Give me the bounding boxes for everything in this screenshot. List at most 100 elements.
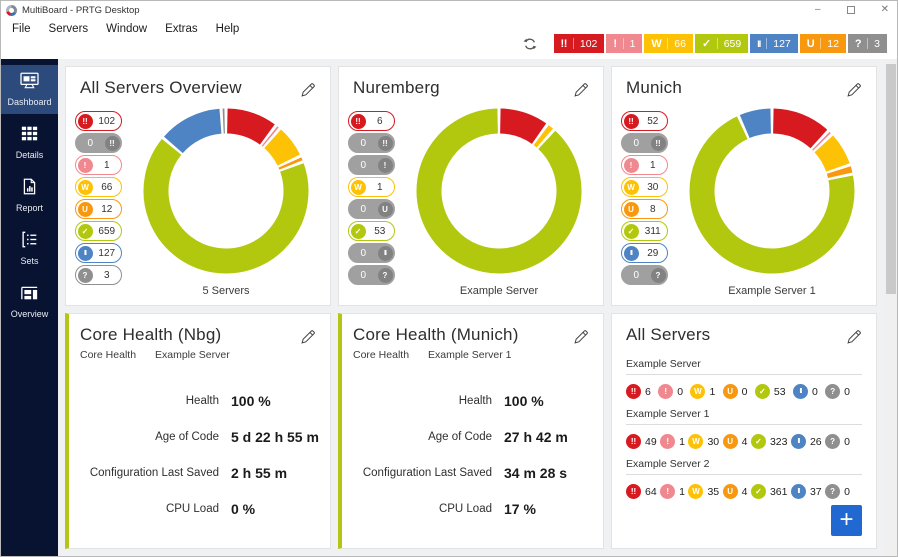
sidebar-item-sets[interactable]: Sets	[1, 224, 58, 273]
edit-pencil-icon[interactable]	[300, 328, 317, 345]
dashboard-grid: All Servers Overview !! 102 0 !! ! 1 W 6…	[65, 66, 877, 549]
toolbar-badge-down[interactable]: !! 102	[553, 34, 605, 53]
menu-file[interactable]: File	[12, 23, 31, 35]
edit-pencil-icon[interactable]	[573, 328, 590, 345]
status-count-down: !! 49	[626, 434, 657, 449]
down_ack-icon: !!	[104, 135, 120, 151]
body: Dashboard Details Report Sets Overview A…	[1, 59, 897, 556]
status-toggle-paused[interactable]: 0 II	[348, 243, 395, 263]
maximize-button[interactable]	[846, 6, 855, 14]
minimize-button[interactable]: –	[815, 4, 821, 15]
edit-pencil-icon[interactable]	[846, 81, 863, 98]
unusual-icon: U	[722, 434, 738, 449]
vertical-scrollbar[interactable]	[885, 59, 897, 556]
down_partial-icon: !	[660, 484, 676, 499]
status-toggle-unusual[interactable]: U 8	[621, 199, 668, 219]
add-card-button[interactable]: +	[831, 505, 862, 536]
metric-rows: Health 100 % Age of Code 27 h 42 m Confi…	[342, 383, 603, 527]
status-toggle-unknown[interactable]: 0 ?	[621, 265, 668, 285]
warning-icon: W	[350, 179, 366, 195]
status-count-paused: II 37	[790, 484, 822, 499]
toolbar-badge-paused[interactable]: II 127	[750, 34, 798, 53]
overview-icon	[19, 284, 40, 306]
status-toggle-down_ack[interactable]: 0 !!	[621, 133, 668, 153]
refresh-icon[interactable]	[522, 36, 538, 52]
device-label: Example Server	[155, 349, 230, 361]
metric-row: Health 100 %	[185, 393, 271, 409]
app-logo-icon	[6, 4, 17, 16]
titlebar[interactable]: MultiBoard - PRTG Desktop – ✕	[1, 1, 897, 19]
status-toggle-up[interactable]: ✓ 659	[75, 221, 122, 241]
status-toggle-unknown[interactable]: ? 3	[75, 265, 122, 285]
warning-icon: W	[77, 179, 93, 195]
status-toggle-warning[interactable]: W 30	[621, 177, 668, 197]
paused-icon: II	[792, 384, 808, 399]
scrollbar-thumb[interactable]	[886, 64, 896, 294]
up-icon: ✓	[750, 434, 766, 449]
toolbar-badge-warning[interactable]: W 66	[644, 34, 693, 53]
paused-icon: II	[757, 38, 761, 49]
down_ack-icon: !!	[650, 135, 666, 151]
toolbar-badge-down_partial[interactable]: ! 1	[606, 34, 643, 53]
toolbar-badge-unknown[interactable]: ? 3	[847, 34, 887, 53]
toolbar-badge-up[interactable]: ✓ 659	[694, 34, 749, 53]
status-toggle-down[interactable]: !! 6	[348, 111, 395, 131]
edit-pencil-icon[interactable]	[846, 328, 863, 345]
status-toggle-up[interactable]: ✓ 311	[621, 221, 668, 241]
menu-window[interactable]: Window	[106, 23, 148, 35]
status-toggle-up[interactable]: ✓ 53	[348, 221, 395, 241]
warning-icon: W	[688, 434, 704, 449]
donut-label: Example Server 1	[728, 285, 816, 297]
metric-row: Age of Code 27 h 42 m	[428, 429, 568, 445]
status-count-paused: II 0	[792, 384, 818, 399]
status-toggle-unknown[interactable]: 0 ?	[348, 265, 395, 285]
status-toggle-warning[interactable]: W 66	[75, 177, 122, 197]
toolbar-badge-unusual[interactable]: U 12	[799, 34, 846, 53]
down-icon: !!	[626, 484, 641, 499]
status-toggle-down[interactable]: !! 102	[75, 111, 122, 131]
status-count-down_partial: ! 1	[660, 434, 685, 449]
device-label: Example Server 1	[428, 349, 512, 361]
down-icon: !!	[626, 384, 641, 399]
close-button[interactable]: ✕	[880, 4, 889, 15]
status-count-unusual: U 4	[722, 434, 747, 449]
menu-help[interactable]: Help	[215, 23, 240, 35]
report-icon	[19, 178, 40, 200]
donut-chart	[126, 101, 326, 281]
server-group: Example Server !! 6 ! 0 W 1 U 0 ✓ 53 II …	[626, 358, 862, 399]
metric-row: Configuration Last Saved 2 h 55 m	[89, 465, 288, 481]
paused-icon: II	[377, 245, 393, 261]
status-toggle-down_ack[interactable]: 0 !!	[75, 133, 122, 153]
menu-extras[interactable]: Extras	[165, 23, 198, 35]
status-toggle-unusual[interactable]: 0 U	[348, 199, 395, 219]
unknown-icon: ?	[650, 267, 666, 283]
status-toggle-paused[interactable]: II 29	[621, 243, 668, 263]
unknown-icon: ?	[825, 434, 841, 449]
status-toggle-unusual[interactable]: U 12	[75, 199, 122, 219]
down_partial-icon: !	[377, 157, 393, 173]
paused-icon: II	[790, 484, 806, 499]
up-icon: ✓	[77, 223, 93, 239]
card-title: Core Health (Nbg)	[80, 325, 222, 344]
status-count-warning: W 30	[688, 434, 719, 449]
edit-pencil-icon[interactable]	[573, 81, 590, 98]
sidebar-item-details[interactable]: Details	[1, 118, 58, 167]
status-toggle-warning[interactable]: W 1	[348, 177, 395, 197]
warning-icon: W	[688, 484, 704, 499]
edit-pencil-icon[interactable]	[300, 81, 317, 98]
menu-servers[interactable]: Servers	[48, 23, 89, 35]
status-toggle-down_partial[interactable]: ! 1	[75, 155, 122, 175]
status-toggle-down_ack[interactable]: 0 !!	[348, 133, 395, 153]
warning-icon: W	[651, 37, 662, 50]
status-toggle-down[interactable]: !! 52	[621, 111, 668, 131]
status-toggle-down_partial[interactable]: 0 !	[348, 155, 395, 175]
status-toggle-down_partial[interactable]: ! 1	[621, 155, 668, 175]
status-count-unknown: ? 0	[825, 434, 850, 449]
sidebar-item-overview[interactable]: Overview	[1, 277, 58, 326]
window-title: MultiBoard - PRTG Desktop	[22, 4, 140, 16]
status-toggle-paused[interactable]: II 127	[75, 243, 122, 263]
sidebar-item-report[interactable]: Report	[1, 171, 58, 220]
sidebar-item-dashboard[interactable]: Dashboard	[1, 65, 58, 114]
donut-chart	[672, 101, 872, 281]
card-core-health-nbg: Core Health (Nbg) Core Health Example Se…	[65, 313, 331, 549]
